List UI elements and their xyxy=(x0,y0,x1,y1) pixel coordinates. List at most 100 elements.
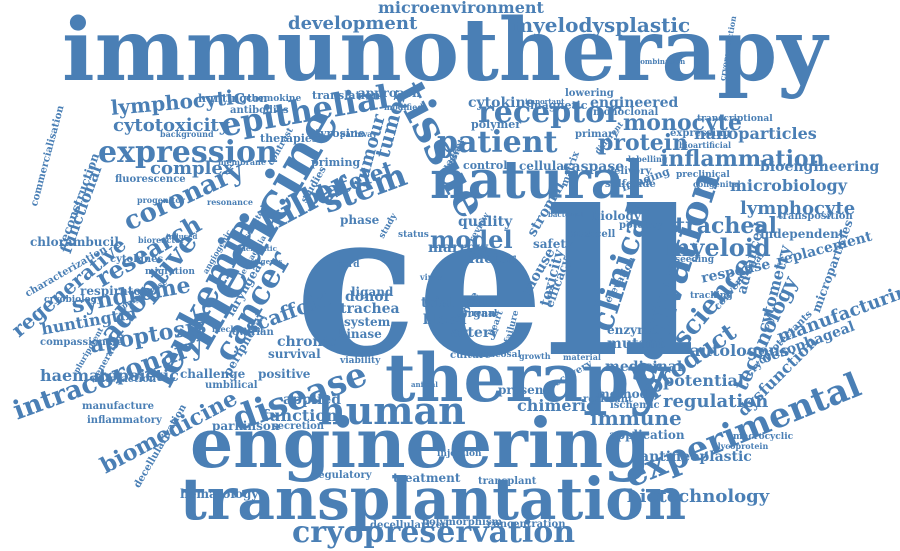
word-protein: protein xyxy=(598,130,689,156)
word-induced: induced xyxy=(166,232,198,241)
word-bioartificial: bioartificial xyxy=(679,140,732,150)
word-tracheal: tracheal xyxy=(675,213,778,239)
word-caspase: caspase xyxy=(563,159,625,175)
word-treatment: treatment xyxy=(393,471,461,485)
word-independent: independent xyxy=(760,227,845,241)
word-bioreactor: bioreactor xyxy=(138,235,185,245)
word-concentration: concentration xyxy=(487,519,566,530)
word-preclinical: preclinical xyxy=(676,170,730,180)
word-survival: survival xyxy=(268,347,321,361)
word-bacterial: bacterial xyxy=(548,210,583,219)
word-dendritic: dendritic xyxy=(241,244,277,253)
word-challenge: challenge xyxy=(180,367,246,381)
word-trial: trial xyxy=(421,295,455,311)
word-secretion: secretion xyxy=(272,421,325,432)
word-decellularized: decellularized xyxy=(370,520,450,531)
word-resistant: resistant xyxy=(583,394,633,405)
word-cell: cell xyxy=(295,167,696,402)
word-donor: donor xyxy=(345,289,392,305)
word-polymer: polymer xyxy=(471,118,522,131)
word-lymphocyte: lymphocyte xyxy=(740,198,856,219)
word-quality: quality xyxy=(458,214,513,230)
word-regulation: regulation xyxy=(663,391,769,412)
word-receptor: receptor xyxy=(478,95,621,130)
word-pathway: pathway xyxy=(340,129,378,139)
word-parkinson: parkinson xyxy=(212,419,280,433)
word-ovarian: ovarian xyxy=(232,327,274,338)
word-cytokines: cytokines xyxy=(110,254,164,265)
word-factor: factor xyxy=(469,251,516,267)
word-ischemic: ischemic xyxy=(610,400,660,411)
word-applied: applied xyxy=(283,392,341,408)
word-monocyte: monocyte xyxy=(623,110,742,136)
word-seeding: seeding xyxy=(675,255,715,265)
word-translation: translation xyxy=(312,89,381,102)
word-organ: organ xyxy=(460,307,496,320)
word-respiratory: respiratory xyxy=(80,284,155,298)
word-complex: complex xyxy=(150,158,234,179)
word-transcriptional: transcriptional xyxy=(697,114,773,124)
word-tracking: tracking xyxy=(690,291,733,301)
word-marrow: marrow xyxy=(428,240,489,256)
word-microbiology: microbiology xyxy=(730,176,848,195)
word-antibodies: antibodies xyxy=(230,105,289,116)
word-cytokine: cytokine xyxy=(468,95,535,111)
word-expressing: expressing xyxy=(670,128,731,139)
word-animal: animal xyxy=(411,380,438,389)
word-phase: phase xyxy=(340,213,380,227)
word-cellular: cellular xyxy=(519,159,571,173)
word-antineoplastic: antineoplastic xyxy=(640,449,752,465)
word-positive: positive xyxy=(258,367,311,381)
word-migration: migration xyxy=(145,267,195,277)
word-status: status xyxy=(398,230,429,240)
word-tyrosine: tyrosine xyxy=(315,127,365,140)
word-hematology: hematology xyxy=(180,487,259,501)
word-growth: growth xyxy=(519,351,551,361)
word-method: method xyxy=(597,387,648,401)
word-autologous: autologous xyxy=(690,341,790,360)
word-approach: approach xyxy=(358,86,421,100)
word-combination: combination xyxy=(636,57,686,66)
word-chimeric: chimeric xyxy=(517,396,596,415)
word-chemokine: chemokine xyxy=(246,94,302,104)
word-fluorescence: fluorescence xyxy=(115,174,186,185)
word-manufacture: manufacture xyxy=(82,401,154,412)
word-primary: primary xyxy=(575,129,620,140)
word-microenvironment: microenvironment xyxy=(378,0,544,17)
word-human: human xyxy=(318,388,466,433)
word-important: important xyxy=(525,97,565,106)
word-delivery: delivery xyxy=(607,166,652,177)
word-huntington: huntington xyxy=(198,92,268,105)
word-inflammation: inflammation xyxy=(660,146,825,172)
word-control: control xyxy=(463,159,508,172)
word-commercialisation: commercialisation xyxy=(29,104,67,208)
word-trachea: trachea xyxy=(340,301,400,317)
word-bioengineering: bioengineering xyxy=(760,159,880,175)
word-haematopoietic: haematopoietic xyxy=(40,366,179,385)
word-medicinal: medicinal xyxy=(605,359,683,375)
word-application: application xyxy=(609,428,685,442)
word-biology: biology xyxy=(592,209,641,223)
word-glycoprotein: glycoprotein xyxy=(712,441,769,451)
word-immunotherapy: immunotherapy xyxy=(62,0,828,101)
word-therapy: therapy xyxy=(385,339,668,417)
word-reagents: reagents xyxy=(248,257,283,266)
word-polymorphism: polymorphism xyxy=(422,517,503,528)
word-mutant: mutant xyxy=(607,336,665,352)
word-congenital: congenital xyxy=(693,179,741,189)
word-chronic: chronic xyxy=(277,334,337,350)
word-regulatory: regulatory xyxy=(313,470,372,481)
word-transplantation: transplantation xyxy=(180,465,687,533)
word-graft: graft xyxy=(459,294,498,310)
word-labelling: labelling xyxy=(628,154,668,164)
word-culture: culture xyxy=(450,350,491,361)
word-engineered: engineered xyxy=(590,95,679,111)
word-virus: virus xyxy=(420,272,443,282)
word-lowering: lowering xyxy=(565,88,614,99)
word-interaction: interaction xyxy=(94,374,157,385)
word-enzyme: enzyme xyxy=(607,323,658,337)
word-resonance: resonance xyxy=(207,197,253,207)
word-potency: potency xyxy=(619,220,663,231)
word-mucosal: mucosal xyxy=(479,350,521,360)
